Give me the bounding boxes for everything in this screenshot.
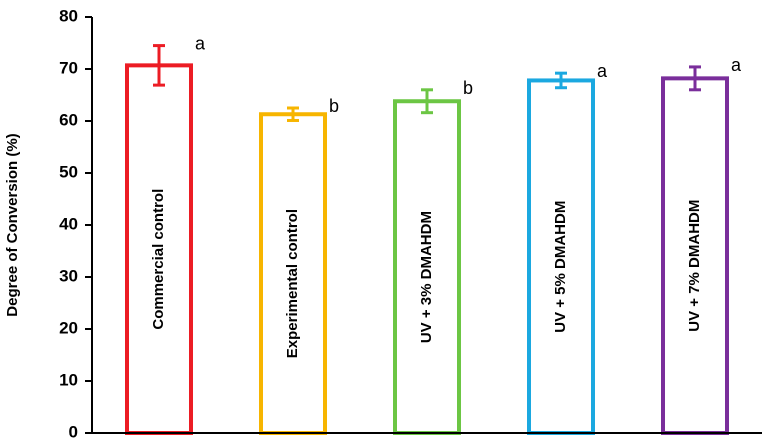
bar xyxy=(393,99,461,436)
significance-letter: b xyxy=(329,96,339,116)
y-tick-label: 70 xyxy=(59,58,78,77)
category-label: UV + 5% DMAHDM xyxy=(552,201,569,333)
y-tick-label: 0 xyxy=(69,422,78,441)
significance-letter: a xyxy=(195,34,206,54)
y-tick-label: 10 xyxy=(59,370,78,389)
y-tick-label: 80 xyxy=(59,6,78,25)
significance-letter: a xyxy=(731,55,742,75)
y-tick-label: 30 xyxy=(59,266,78,285)
plot-area: 0 10 20 30 40 50 60 70 80 Degree of Conversion (%… xyxy=(4,6,762,441)
y-axis-title: Degree of Conversion (%) xyxy=(4,133,21,316)
bar xyxy=(661,76,729,436)
y-tick-label: 60 xyxy=(59,110,78,129)
y-tick-label: 40 xyxy=(59,214,78,233)
category-label: Commercial control xyxy=(150,189,167,330)
y-tick-label: 50 xyxy=(59,162,78,181)
category-label: UV + 3% DMAHDM xyxy=(418,211,435,343)
y-tick-label: 20 xyxy=(59,318,78,337)
category-label: Experimental control xyxy=(284,209,301,358)
category-label: UV + 7% DMAHDM xyxy=(686,200,703,332)
significance-letter: a xyxy=(597,61,608,81)
significance-letter: b xyxy=(463,78,473,98)
